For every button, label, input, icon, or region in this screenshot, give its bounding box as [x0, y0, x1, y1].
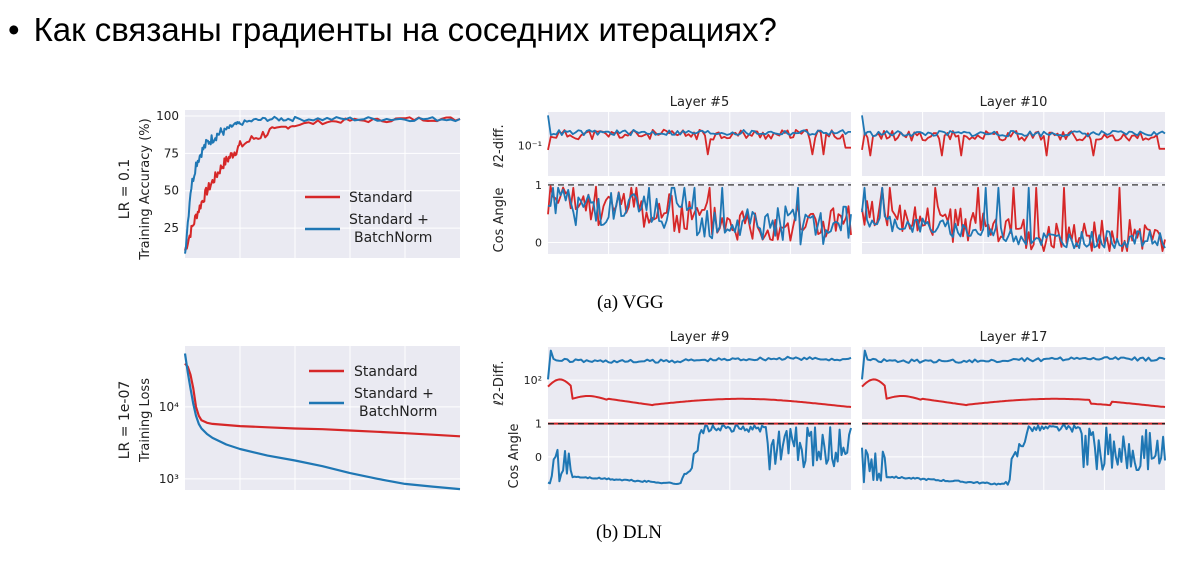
vgg-l2-layer5-title: Layer #5 — [670, 95, 730, 110]
loss-ylabel: Training Loss — [138, 378, 153, 463]
caption-vgg: (a) VGG — [597, 292, 664, 313]
vgg-l2-layer10-batchnorm-line — [861, 115, 1166, 138]
legend-batchnorm-label: Standard + — [354, 386, 434, 402]
loss-ytick: 10³ — [159, 472, 179, 486]
vgg-accuracy-panel — [185, 110, 460, 258]
legend-standard-label: Standard — [354, 364, 418, 380]
accuracy-ytick: 50 — [164, 184, 179, 198]
slide-title: • Как связаны градиенты на соседних итера… — [8, 4, 777, 56]
legend-batchnorm-label-2: BatchNorm — [359, 404, 437, 420]
bullet: • — [8, 11, 20, 48]
vgg-l2-layer10-panel — [862, 112, 1165, 176]
vgg-cos-layer5-ytick: 1 — [535, 179, 542, 192]
legend-batchnorm-label: Standard + — [349, 212, 429, 228]
vgg-l2-ylabel: ℓ2-diff. — [492, 124, 507, 168]
dln-l2-layer17-standard-line — [861, 378, 1166, 408]
standard-loss-line — [184, 362, 461, 438]
vgg-l2-layer10-title: Layer #10 — [980, 95, 1048, 110]
dln-cos-ylabel: Cos Angle — [507, 424, 522, 489]
lr-label-dln: LR = 1e-07 — [117, 381, 133, 460]
caption-dln: (b) DLN — [596, 522, 662, 543]
dln-cos-layer9-ytick: 1 — [535, 418, 542, 431]
dln-l2-layer9-batchnorm-line — [547, 349, 852, 380]
dln-cos-layer17-batchnorm-line — [861, 424, 1166, 486]
vgg-cos-layer5-batchnorm-line — [547, 186, 852, 246]
dln-cos-layer9-ytick: 0 — [535, 451, 542, 464]
vgg-cos-layer10-standard-line — [861, 186, 1166, 253]
accuracy-ytick: 25 — [164, 221, 179, 235]
batchnorm-loss-line — [183, 353, 461, 491]
legend-batchnorm-label-2: BatchNorm — [354, 230, 432, 246]
legend-standard-label: Standard — [349, 190, 413, 206]
vgg-l2-layer5-batchnorm-line — [547, 115, 851, 137]
dln-l2-layer9-title: Layer #9 — [670, 330, 730, 345]
dln-l2-layer17-batchnorm-line — [861, 349, 1166, 380]
lr-label-vgg: LR = 0.1 — [117, 159, 133, 219]
vgg-cos-layer10-batchnorm-line — [861, 186, 1166, 250]
dln-l2-layer9-standard-line — [547, 378, 852, 408]
standard-accuracy-line — [184, 116, 461, 251]
vgg-l2-layer5-ytick: 10⁻¹ — [518, 140, 542, 153]
accuracy-ytick: 100 — [156, 109, 179, 123]
loss-ytick: 10⁴ — [159, 400, 179, 414]
vgg-l2-layer5-standard-line — [547, 128, 851, 156]
vgg-cos-layer5-ytick: 0 — [535, 236, 542, 249]
dln-l2-layer9-ytick: 10² — [524, 374, 542, 387]
dln-l2-layer17-title: Layer #17 — [980, 330, 1048, 345]
dln-cos-layer9-batchnorm-line — [547, 424, 852, 485]
accuracy-ytick: 75 — [164, 146, 179, 160]
vgg-cos-ylabel: Cos Angle — [492, 188, 507, 253]
batchnorm-accuracy-line — [184, 115, 461, 254]
accuracy-ylabel: Training Accuracy (%) — [138, 118, 153, 260]
vgg-l2-layer5-panel — [548, 112, 851, 176]
dln-l2-ylabel: ℓ2-Diff. — [492, 360, 507, 406]
slide-title-text: Как связаны градиенты на соседних итерац… — [33, 11, 777, 48]
